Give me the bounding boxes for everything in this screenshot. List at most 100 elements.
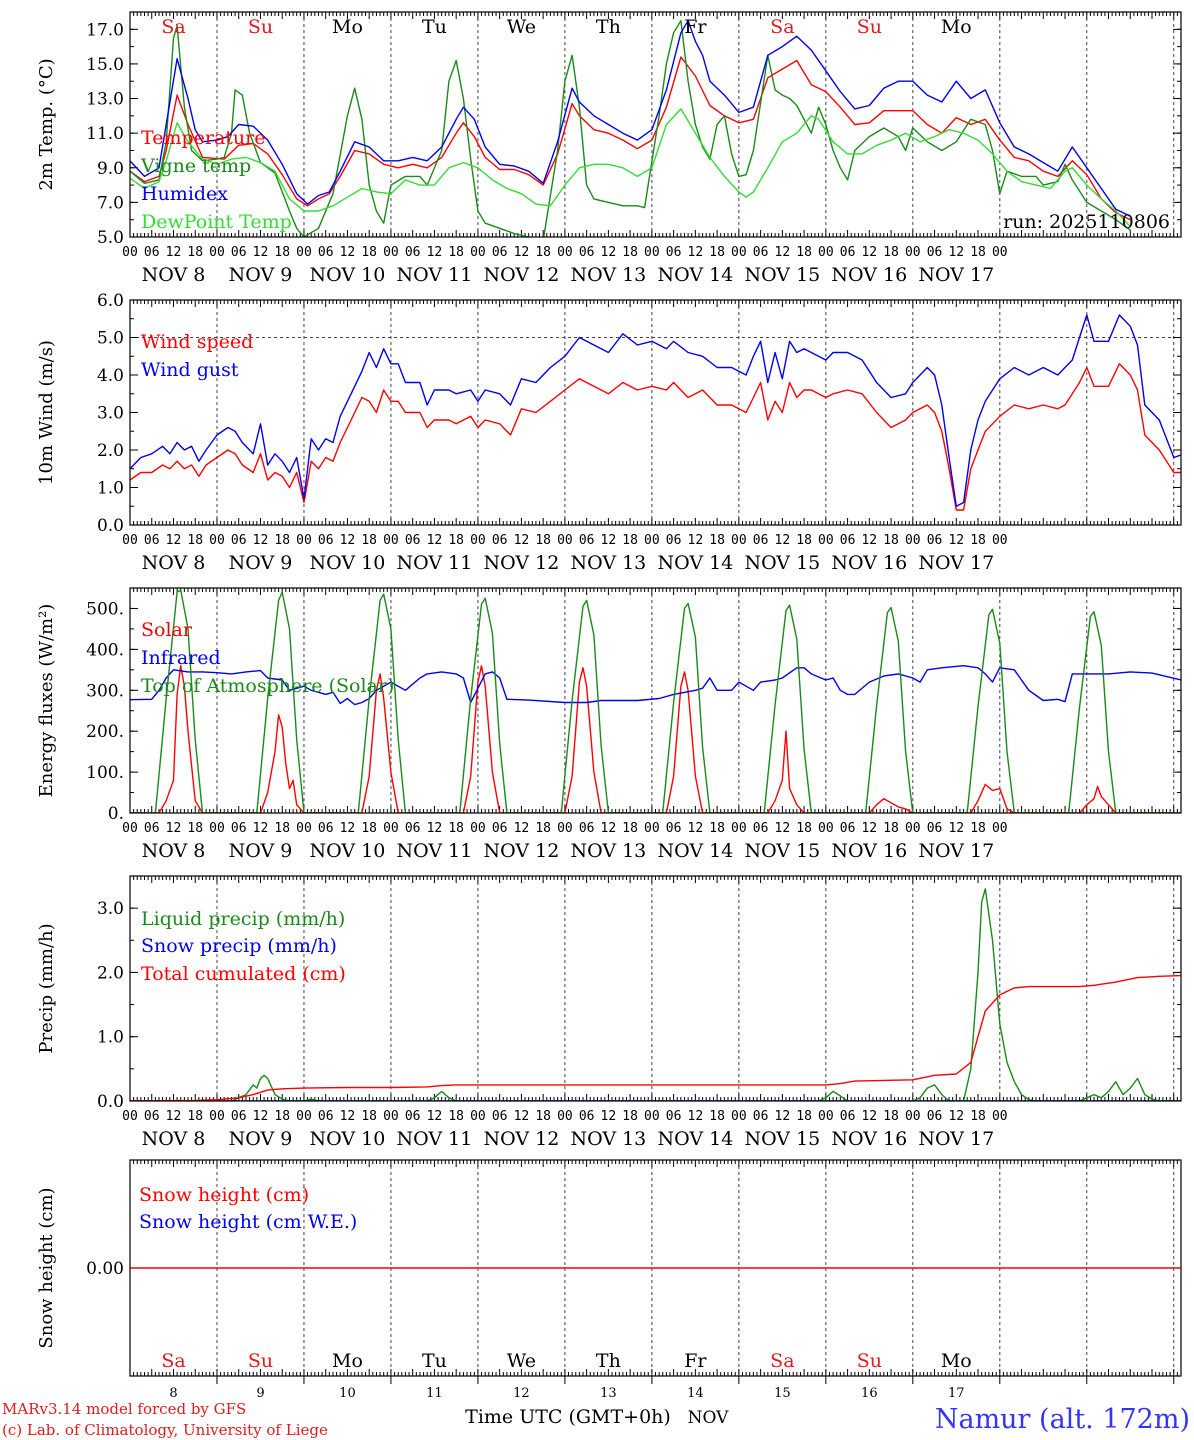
date-label: NOV 10 [310,552,386,574]
hour-tick-label: 06 [927,533,943,548]
x-axis-title: Time UTC (GMT+0h) [465,1406,671,1428]
series-line-temperature [130,56,1131,221]
hour-tick-label: 00 [905,245,921,260]
date-label: NOV 8 [142,840,206,862]
x-axis-month: NOV [688,1408,730,1428]
legend-entry: Snow height (cm W.E.) [139,1211,357,1233]
date-label: NOV 12 [484,1128,560,1150]
hour-tick-label: 06 [405,821,421,836]
hour-tick-label: 18 [796,533,812,548]
hour-tick-label: 12 [253,1109,269,1124]
hour-tick-label: 00 [296,533,312,548]
hour-tick-label: 18 [709,533,725,548]
y-tick-label: 200. [86,722,124,742]
date-label: NOV 8 [142,552,206,574]
hour-tick-label: 12 [427,533,443,548]
y-axis-label: Snow height (cm) [36,1187,57,1348]
hour-tick-label: 18 [796,821,812,836]
legend-entry: Total cumulated (cm) [141,963,346,985]
series-group [130,20,1131,237]
hour-tick-label: 06 [927,245,943,260]
plot-frame [129,1159,1182,1377]
hour-tick-label: 18 [361,245,377,260]
hour-tick-label: 00 [644,245,660,260]
hour-tick-label: 06 [579,245,595,260]
hour-tick-label: 06 [231,1109,247,1124]
y-tick-label: 9.0 [97,159,124,179]
y-tick-label: 1.0 [97,1028,124,1048]
series-line-humidex [130,20,1131,217]
plot-frame [129,299,1182,526]
hour-tick-label: 18 [448,533,464,548]
hour-tick-label: 06 [579,821,595,836]
date-label: NOV 17 [918,840,994,862]
day-header-bottom: Th [596,1350,621,1372]
hour-tick-label: 12 [948,245,964,260]
hour-tick-label: 18 [709,821,725,836]
hour-tick-label: 18 [883,245,899,260]
hour-tick-label: 12 [775,245,791,260]
hour-tick-label: 06 [405,245,421,260]
station-label: Namur (alt. 172m) [935,1404,1190,1435]
date-label: NOV 11 [397,1128,473,1150]
legend-entry: Solar [141,619,193,641]
y-tick-label: 7.0 [97,193,124,213]
hour-tick-label: 12 [948,821,964,836]
hour-tick-label: 12 [688,1109,704,1124]
hour-tick-label: 06 [840,533,856,548]
series-group [130,589,1181,813]
day-header-bottom: Su [248,1350,273,1372]
bottom-day-number: 10 [339,1386,356,1401]
hour-tick-label: 06 [753,245,769,260]
y-axis-label: 2m Temp. (°C) [36,58,57,190]
hour-tick-label: 12 [514,1109,530,1124]
hour-tick-label: 12 [601,245,617,260]
hour-tick-label: 18 [535,821,551,836]
hour-tick-label: 00 [296,245,312,260]
hour-tick-label: 06 [666,1109,682,1124]
series-line-dewpoint-temp [130,108,1131,228]
date-label: NOV 12 [484,264,560,286]
hour-tick-label: 00 [731,821,747,836]
bottom-day-number: 13 [600,1386,617,1401]
bottom-day-number: 9 [256,1386,264,1401]
hour-tick-label: 00 [383,533,399,548]
hour-tick-label: 12 [514,821,530,836]
hour-tick-label: 18 [535,245,551,260]
hour-tick-label: 00 [470,1109,486,1124]
y-axis-label: Energy fluxes (W/m²) [36,604,57,798]
hour-tick-label: 00 [383,1109,399,1124]
day-header-bottom: Tu [422,1350,447,1372]
hour-tick-label: 18 [622,533,638,548]
hour-tick-label: 06 [666,821,682,836]
hour-tick-label: 18 [796,245,812,260]
hour-tick-label: 00 [209,245,225,260]
hour-tick-label: 12 [601,533,617,548]
y-tick-label: 100. [86,763,124,783]
hour-tick-label: 00 [296,821,312,836]
hour-tick-label: 00 [731,1109,747,1124]
hour-tick-label: 06 [753,821,769,836]
series-line-vigne-temp [130,20,1131,237]
hour-tick-label: 18 [622,821,638,836]
hour-tick-label: 12 [861,1109,877,1124]
y-tick-label: 0.0 [97,516,124,536]
hour-tick-label: 06 [231,821,247,836]
hour-tick-label: 06 [840,821,856,836]
hour-tick-label: 12 [166,1109,182,1124]
date-label: NOV 9 [229,264,293,286]
hour-tick-label: 12 [861,533,877,548]
date-label: NOV 10 [310,840,386,862]
hour-tick-label: 00 [992,245,1008,260]
hour-tick-label: 18 [535,1109,551,1124]
series-line-wind-gust [130,314,1181,507]
panel-temp: 5.0 7.0 9.0 11.0 13.0 15.0 17.0 2m Temp. (°C) Te… [36,11,1182,286]
hour-tick-label: 00 [470,821,486,836]
hour-tick-label: 00 [557,533,573,548]
day-header-top: Sa [770,16,794,38]
hour-tick-label: 12 [514,245,530,260]
y-tick-label: 400. [86,640,124,660]
legend-entry: DewPoint Temp [141,211,292,233]
y-tick-label: 500. [86,599,124,619]
date-label: NOV 13 [570,264,646,286]
